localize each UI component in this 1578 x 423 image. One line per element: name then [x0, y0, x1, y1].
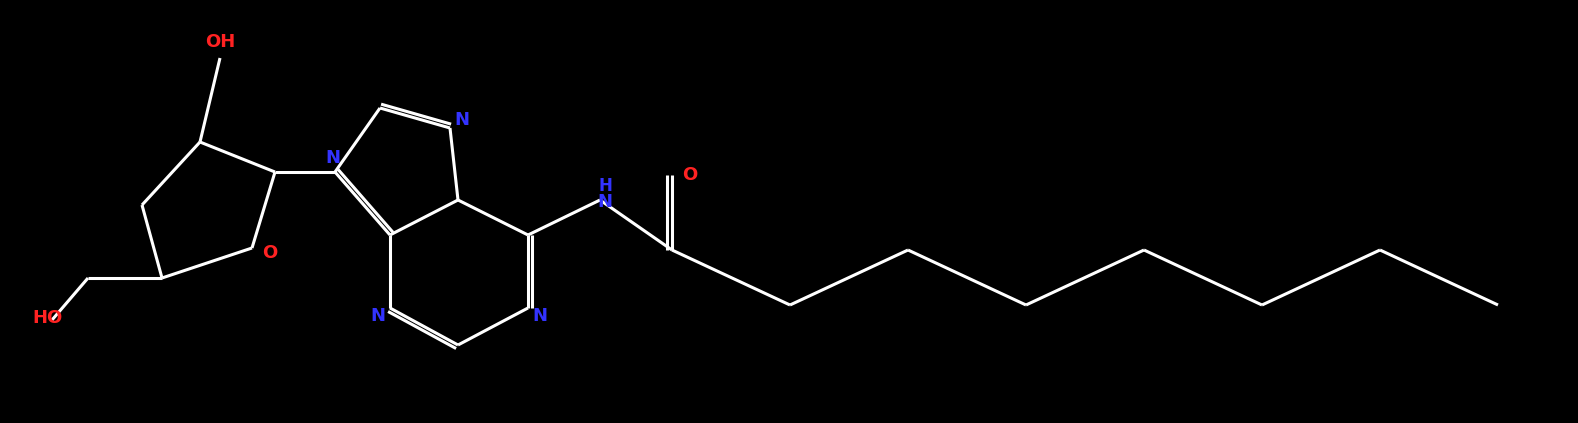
Text: N: N	[371, 307, 385, 325]
Text: N: N	[598, 193, 612, 211]
Text: O: O	[682, 166, 697, 184]
Text: H: H	[598, 177, 612, 195]
Text: OH: OH	[205, 33, 235, 51]
Text: N: N	[325, 149, 341, 167]
Text: O: O	[262, 244, 278, 262]
Text: HO: HO	[32, 309, 62, 327]
Text: N: N	[532, 307, 548, 325]
Text: N: N	[454, 111, 470, 129]
